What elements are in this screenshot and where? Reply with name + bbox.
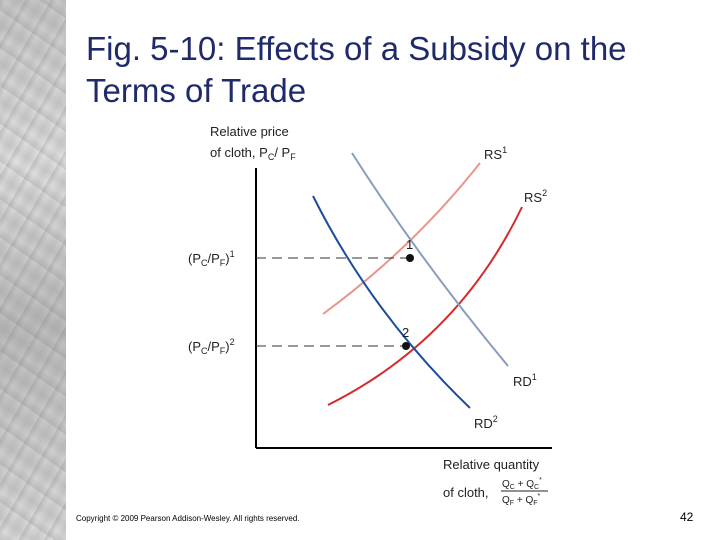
rs2-curve — [327, 206, 523, 406]
svg-text:QC + QC*: QC + QC* — [502, 477, 542, 491]
rd2-label: RD2 — [474, 414, 498, 431]
point-2-label: 2 — [402, 325, 409, 340]
rd2-curve — [312, 195, 471, 409]
rs1-label: RS1 — [484, 145, 507, 162]
price-2-label: (PC/PF)2 — [188, 337, 235, 356]
page-number: 42 — [680, 510, 694, 524]
point-1-label: 1 — [406, 237, 413, 252]
marble-sidebar — [0, 0, 66, 540]
x-axis-fraction: QC + QC* QF + QF* — [501, 477, 548, 507]
rd1-label: RD1 — [513, 372, 537, 389]
svg-text:QF + QF*: QF + QF* — [502, 493, 541, 507]
x-axis-label-line1: Relative quantity — [443, 457, 540, 472]
x-axis-label-line2: of cloth, — [443, 485, 489, 500]
rs1-curve — [322, 162, 481, 315]
y-axis-label-line2: of cloth, PC/ PF — [210, 145, 296, 162]
price-1-sup: 1 — [230, 249, 235, 259]
slide-title: Fig. 5-10: Effects of a Subsidy on the T… — [86, 30, 627, 109]
price-1-label: (PC/PF)1 — [188, 249, 235, 268]
price-2-sup: 2 — [230, 337, 235, 347]
equilibrium-point-2 — [402, 342, 410, 350]
rs2-label: RS2 — [524, 188, 547, 205]
copyright-text: Copyright © 2009 Pearson Addison-Wesley.… — [76, 514, 300, 523]
y-axis-label-line1: Relative price — [210, 124, 289, 139]
y-axis-label-text: of cloth, P — [210, 145, 268, 160]
equilibrium-point-1 — [406, 254, 414, 262]
rd1-curve — [351, 152, 509, 367]
